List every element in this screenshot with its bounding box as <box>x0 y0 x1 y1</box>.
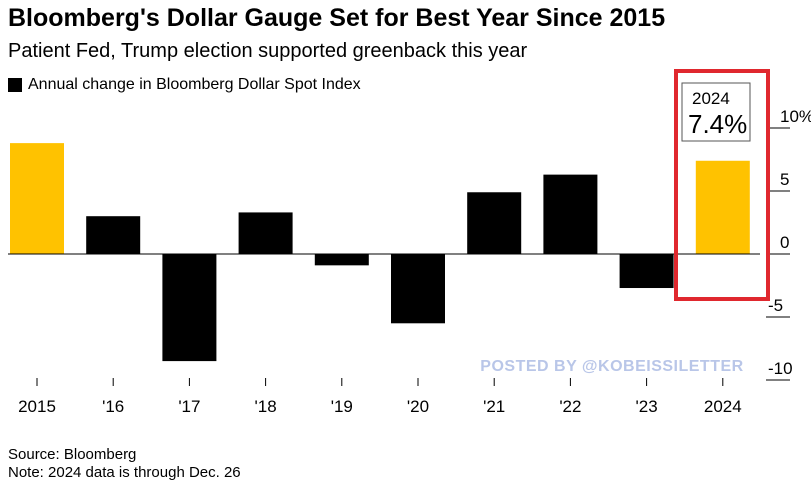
bar-2024 <box>695 160 750 254</box>
bar-16 <box>86 216 141 254</box>
x-tick-label: '16 <box>102 397 124 416</box>
legend-swatch <box>8 78 22 92</box>
bars-layer <box>10 143 750 362</box>
chart-title: Bloomberg's Dollar Gauge Set for Best Ye… <box>8 4 666 32</box>
y-tick-label: 5 <box>780 170 789 189</box>
y-tick-label: 0 <box>780 233 789 252</box>
x-tick-label: 2024 <box>704 397 742 416</box>
x-tick-label: '18 <box>255 397 277 416</box>
y-tick-label: 10% <box>780 107 811 126</box>
bar-19 <box>314 254 369 266</box>
bar-23 <box>619 254 674 289</box>
x-tick-label: '23 <box>636 397 658 416</box>
callout-highlight-box <box>674 69 770 301</box>
x-tick-label: '17 <box>178 397 200 416</box>
bar-2015 <box>10 143 64 254</box>
chart-subtitle: Patient Fed, Trump election supported gr… <box>8 40 528 62</box>
legend-label: Annual change in Bloomberg Dollar Spot I… <box>28 76 361 93</box>
bar-22 <box>543 174 598 254</box>
x-tick-label: '19 <box>331 397 353 416</box>
data-note: Note: 2024 data is through Dec. 26 <box>8 464 241 481</box>
value-label-value: 7.4% <box>688 109 747 139</box>
bar-20 <box>391 254 445 324</box>
watermark-text: POSTED BY @KOBEISSILETTER <box>480 358 743 375</box>
x-tick-label: '21 <box>483 397 505 416</box>
legend: Annual change in Bloomberg Dollar Spot I… <box>8 76 361 94</box>
x-tick-label: 2015 <box>18 397 56 416</box>
y-tick-label: -10 <box>768 359 793 378</box>
axis-layer: 10% 5 0 -5 -10 2015 '16 '17 '18 '19 '20 '21 '22 '23 20… <box>8 107 811 416</box>
value-label-box <box>681 82 751 142</box>
bar-18 <box>238 212 293 254</box>
x-tick-label: '20 <box>407 397 429 416</box>
bar-21 <box>467 192 522 254</box>
x-tick-label: '22 <box>559 397 581 416</box>
bar-17 <box>162 254 217 362</box>
y-tick-label: -5 <box>768 296 783 315</box>
value-label-year: 2024 <box>692 89 730 108</box>
source-note: Source: Bloomberg <box>8 446 137 463</box>
